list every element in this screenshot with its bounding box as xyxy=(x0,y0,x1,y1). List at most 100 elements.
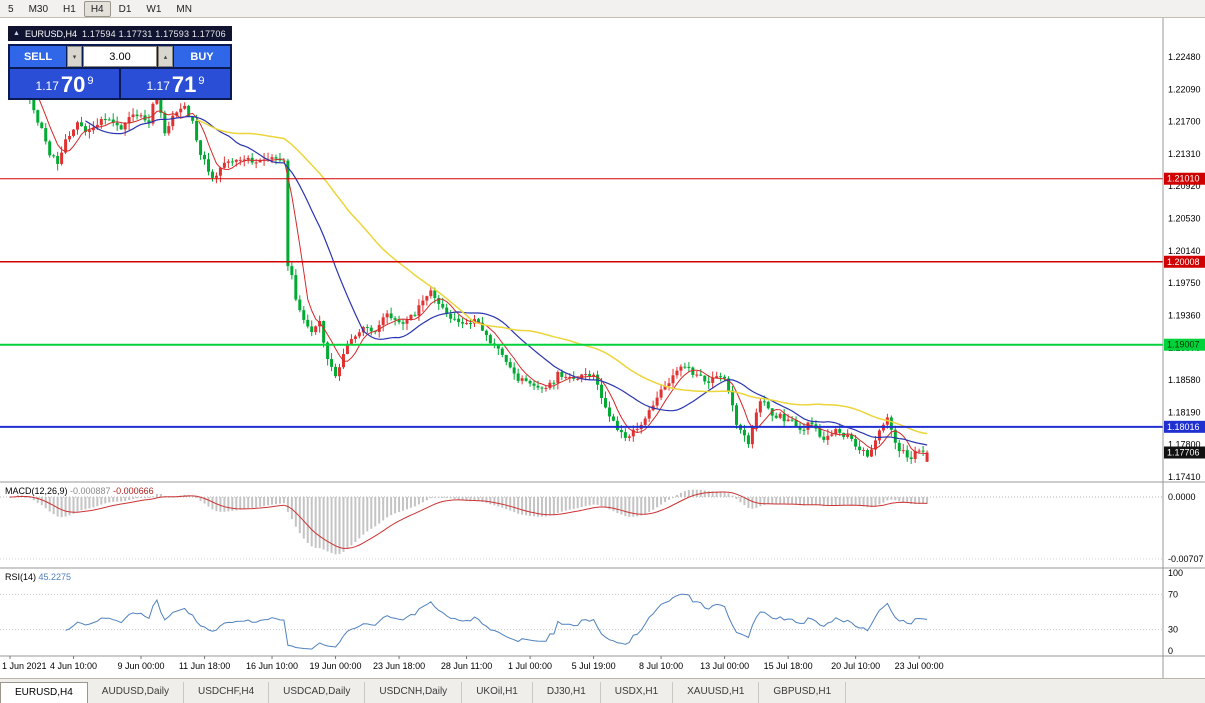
chart-tab-ukoil-h1[interactable]: UKOil,H1 xyxy=(462,682,533,703)
candle-body xyxy=(56,156,60,164)
macd-bar xyxy=(529,497,532,516)
candle-body xyxy=(703,375,707,382)
macd-bar xyxy=(56,497,59,517)
buy-price-display[interactable]: 1.17 71 9 xyxy=(121,69,230,98)
macd-bar xyxy=(795,497,798,505)
macd-bar xyxy=(274,497,277,505)
candle-body xyxy=(238,159,242,161)
macd-bar xyxy=(894,497,897,501)
volume-decrement-button[interactable]: ▾ xyxy=(67,46,82,67)
candle-body xyxy=(246,157,250,160)
macd-bar xyxy=(787,497,790,505)
time-axis-label: 1 Jul 00:00 xyxy=(508,661,552,671)
macd-bar xyxy=(28,497,31,499)
candle-body xyxy=(532,383,536,386)
candle-body xyxy=(794,420,798,428)
candle-body xyxy=(230,161,234,163)
price-tag-label: 1.20008 xyxy=(1167,257,1200,267)
macd-bar xyxy=(151,496,154,498)
macd-bar xyxy=(592,497,595,505)
macd-bar xyxy=(564,497,567,511)
ma-48-line xyxy=(196,119,928,435)
candle-body xyxy=(711,378,715,383)
macd-bar xyxy=(572,497,575,509)
macd-bar xyxy=(211,497,214,510)
candle-body xyxy=(707,381,711,383)
chart-tab-dj30-h1[interactable]: DJ30,H1 xyxy=(533,682,601,703)
candle-body xyxy=(873,440,877,450)
candle-body xyxy=(175,112,179,116)
timeframe-toolbar: 5 M30 H1 H4 D1 W1 MN xyxy=(0,0,1205,18)
candle-body xyxy=(576,378,580,380)
macd-bar xyxy=(147,497,150,498)
timeframe-button-5[interactable]: 5 xyxy=(8,3,14,15)
candle-body xyxy=(679,366,683,371)
macd-label: MACD(12,26,9) -0.000887 -0.000666 xyxy=(5,486,154,496)
candle-body xyxy=(381,317,385,325)
macd-bar xyxy=(691,489,694,497)
candle-body xyxy=(453,318,457,320)
chart-tab-xauusd-h1[interactable]: XAUUSD,H1 xyxy=(673,682,760,703)
candle-body xyxy=(314,326,318,333)
candle-body xyxy=(226,161,230,163)
volume-input[interactable] xyxy=(83,46,157,67)
sell-button[interactable]: SELL xyxy=(10,46,66,67)
time-axis-label: 16 Jun 10:00 xyxy=(246,661,298,671)
chart-tab-usdx-h1[interactable]: USDX,H1 xyxy=(601,682,674,703)
macd-bar xyxy=(92,497,95,508)
timeframe-button-d1[interactable]: D1 xyxy=(118,3,132,15)
candle-body xyxy=(818,428,822,437)
price-tag xyxy=(1164,446,1205,459)
sell-price-base: 1.17 xyxy=(35,79,59,93)
chart-tab-usdcad-daily[interactable]: USDCAD,Daily xyxy=(269,682,366,703)
candle-body xyxy=(480,322,484,331)
macd-bar xyxy=(719,491,722,497)
macd-bar xyxy=(743,497,746,506)
chart-tab-audusd-daily[interactable]: AUDUSD,Daily xyxy=(88,682,185,703)
macd-bar xyxy=(775,497,778,505)
macd-bar xyxy=(584,497,587,507)
collapse-triangle-icon[interactable]: ▲ xyxy=(13,30,20,37)
candle-body xyxy=(742,429,746,436)
chart-tab-usdcnh-daily[interactable]: USDCNH,Daily xyxy=(365,682,463,703)
macd-bar xyxy=(910,497,913,505)
candle-body xyxy=(326,342,330,360)
timeframe-button-mn[interactable]: MN xyxy=(176,3,192,15)
timeframe-button-h1[interactable]: H1 xyxy=(63,3,76,15)
timeframe-button-w1[interactable]: W1 xyxy=(146,3,162,15)
candle-body xyxy=(111,119,115,123)
chart-tab-usdchf-h4[interactable]: USDCHF,H4 xyxy=(184,682,270,703)
macd-bar xyxy=(330,497,333,553)
candle-body xyxy=(802,429,806,431)
chart-tab-eurusd-h4[interactable]: EURUSD,H4 xyxy=(0,682,88,703)
candle-body xyxy=(810,422,814,425)
macd-bar xyxy=(505,497,508,510)
sell-price-display[interactable]: 1.17 70 9 xyxy=(10,69,119,98)
timeframe-button-m30[interactable]: M30 xyxy=(28,3,49,15)
macd-bar xyxy=(132,497,135,499)
macd-bar xyxy=(890,497,893,500)
macd-bar xyxy=(453,497,456,499)
chart-tab-gbpusd-h1[interactable]: GBPUSD,H1 xyxy=(759,682,847,703)
macd-bar xyxy=(334,497,337,555)
macd-bar xyxy=(88,497,91,509)
candle-body xyxy=(334,366,338,377)
price-axis-label: 1.17410 xyxy=(1168,472,1201,482)
macd-bar xyxy=(286,497,289,512)
candle-body xyxy=(516,373,520,381)
timeframe-button-h4[interactable]: H4 xyxy=(83,0,111,17)
macd-bar xyxy=(493,497,496,506)
macd-bar xyxy=(918,497,921,504)
volume-increment-button[interactable]: ▴ xyxy=(158,46,173,67)
macd-bar xyxy=(552,497,555,515)
macd-bar xyxy=(64,497,67,517)
chart-title-bar[interactable]: ▲ EURUSD,H4 1.17594 1.17731 1.17593 1.17… xyxy=(8,26,232,41)
macd-bar xyxy=(664,497,667,503)
macd-bar xyxy=(461,497,464,501)
macd-bar xyxy=(326,497,329,552)
price-axis-label: 1.18190 xyxy=(1168,407,1201,417)
candle-body xyxy=(643,418,647,425)
buy-button[interactable]: BUY xyxy=(174,46,230,67)
